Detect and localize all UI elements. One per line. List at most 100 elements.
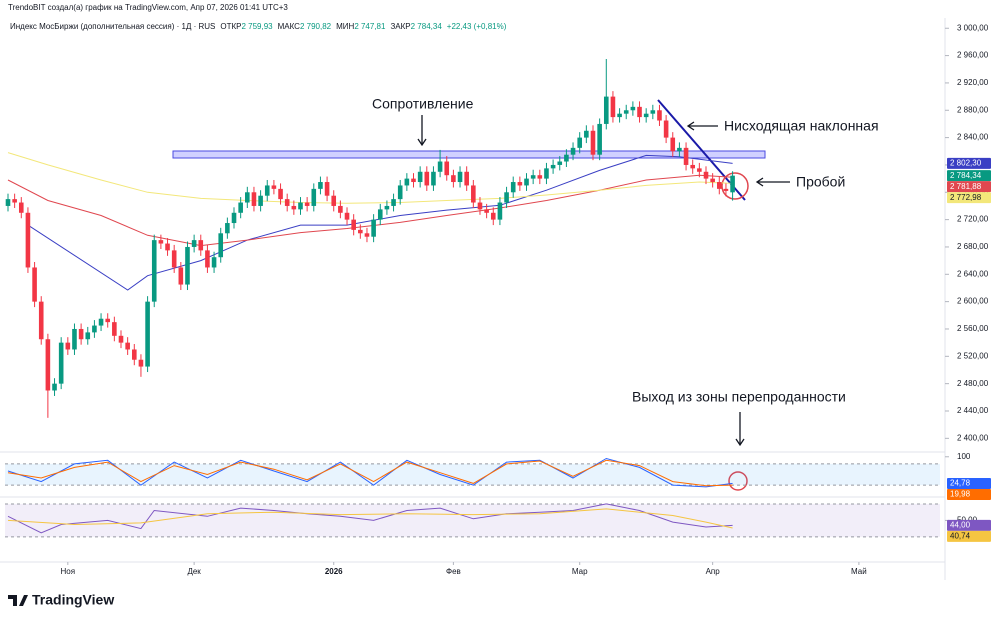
candle-body <box>225 223 230 234</box>
candle-body <box>723 188 729 191</box>
price-tag <box>947 477 991 489</box>
legend-change: +22,43 (+0,81%) <box>447 22 507 31</box>
moving-average <box>27 154 733 291</box>
x-tick-label: Фев <box>446 567 461 576</box>
candle-body <box>444 161 450 176</box>
candle-body <box>603 96 609 124</box>
candle-body <box>437 161 443 172</box>
candle-body <box>205 250 210 268</box>
candle-body <box>597 123 602 155</box>
candle-body <box>451 175 456 183</box>
candle-body <box>657 110 662 121</box>
candle-body <box>730 175 735 193</box>
price-tag <box>947 530 991 542</box>
candle-body <box>564 154 569 162</box>
resistance-zone <box>172 150 766 159</box>
candle-body <box>431 171 436 186</box>
candle-body <box>178 267 184 285</box>
x-tick-label: Май <box>851 567 867 576</box>
x-tick-label: Дек <box>187 567 201 576</box>
candle-body <box>417 171 423 183</box>
candle-body <box>211 257 217 268</box>
candle-body <box>697 168 702 172</box>
candle-body <box>264 185 270 196</box>
y-tick-label: 2 680,00 <box>957 242 989 251</box>
candle-body <box>384 205 390 210</box>
oscillator-line <box>7 508 733 529</box>
candle-body <box>191 240 197 247</box>
legend-stat-name: ЗАКР <box>390 22 410 31</box>
candle-body <box>663 120 669 138</box>
candle-body <box>710 178 715 183</box>
y-tick-label: 2 480,00 <box>957 379 989 388</box>
price-tag-label: 2 802,30 <box>950 158 982 167</box>
candle-body <box>251 192 257 206</box>
candle-body <box>318 182 323 189</box>
candle-body <box>118 335 124 343</box>
price-tag <box>947 170 991 182</box>
x-tick-label: 2026 <box>325 567 343 576</box>
candle-body <box>517 182 523 186</box>
candle-body <box>703 171 709 179</box>
candle-body <box>72 328 77 350</box>
candle-body <box>643 113 649 118</box>
annotation: Выход из зоны перепроданности <box>632 389 846 405</box>
candle-body <box>38 301 44 340</box>
logo: TradingView <box>8 592 114 608</box>
candle-body <box>344 212 350 220</box>
legend-stat-name: ОТКР <box>220 22 241 31</box>
x-tick-label: Мар <box>572 567 588 576</box>
candle-body <box>304 202 310 206</box>
candle-body <box>125 342 130 350</box>
candle-body <box>677 147 682 152</box>
candle-body <box>45 339 51 391</box>
arrow <box>755 177 790 187</box>
price-tag-label: 40,74 <box>950 531 971 540</box>
y-tick-label: 2 960,00 <box>957 51 989 60</box>
candle-body <box>557 161 563 165</box>
candle-body <box>524 178 529 186</box>
annotation: Пробой <box>796 174 845 190</box>
candle-body <box>457 171 463 183</box>
candle-body <box>484 209 489 213</box>
candle-body <box>683 147 689 165</box>
candle-body <box>504 192 509 203</box>
legend-stat-name: МИН <box>336 22 354 31</box>
y-tick-label: 2 440,00 <box>957 406 989 415</box>
y-tick-label: 2 840,00 <box>957 133 989 142</box>
candle-body <box>364 233 370 237</box>
candle-body <box>338 205 343 213</box>
logo-mark <box>8 595 28 606</box>
logo-text: TradingView <box>32 592 114 608</box>
arrow <box>686 121 718 131</box>
candle-body <box>165 243 170 251</box>
legend-stat-value: 2 784,34 <box>411 22 443 31</box>
price-tag <box>947 488 991 500</box>
candle-body <box>424 171 430 186</box>
band <box>5 463 940 486</box>
candle-body <box>105 318 111 323</box>
candle-body <box>584 130 589 138</box>
candle-body <box>65 342 71 350</box>
y-tick-label: 2 640,00 <box>957 269 989 278</box>
candle-body <box>650 110 656 114</box>
price-tag <box>947 192 991 204</box>
candle-body <box>590 130 596 155</box>
y-tick-label: 2 600,00 <box>957 297 989 306</box>
candle-body <box>311 188 317 206</box>
candle-body <box>550 164 556 169</box>
price-tag-label: 19,98 <box>950 490 971 499</box>
oversold-circle <box>728 471 748 491</box>
candle-body <box>271 185 277 189</box>
candle-body <box>185 246 190 285</box>
candle-body <box>570 147 576 155</box>
candle-body <box>12 199 17 203</box>
candle-body <box>351 219 356 230</box>
candle-body <box>52 383 57 391</box>
y-tick-label: 3 000,00 <box>957 23 989 32</box>
candle-body <box>404 178 410 186</box>
candle-body <box>391 199 396 206</box>
candle-body <box>497 202 503 220</box>
candle-body <box>231 212 237 224</box>
